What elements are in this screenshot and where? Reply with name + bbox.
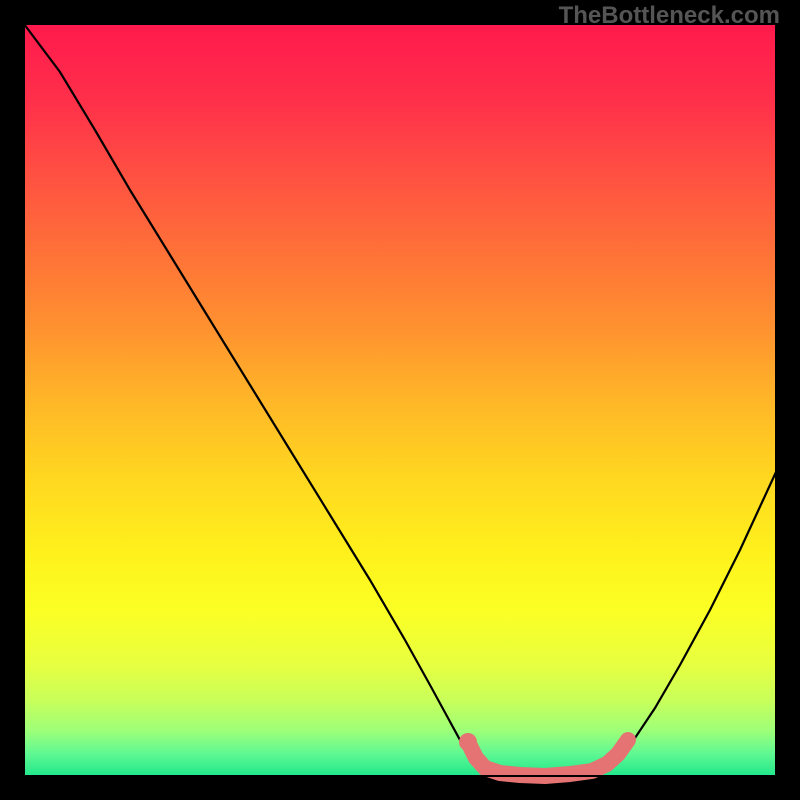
plot-gradient-rect: [24, 24, 776, 776]
chart-svg: [0, 0, 800, 800]
highlight-dot: [459, 733, 477, 751]
watermark-label: TheBottleneck.com: [559, 2, 780, 30]
chart-container: TheBottleneck.com: [0, 0, 800, 800]
